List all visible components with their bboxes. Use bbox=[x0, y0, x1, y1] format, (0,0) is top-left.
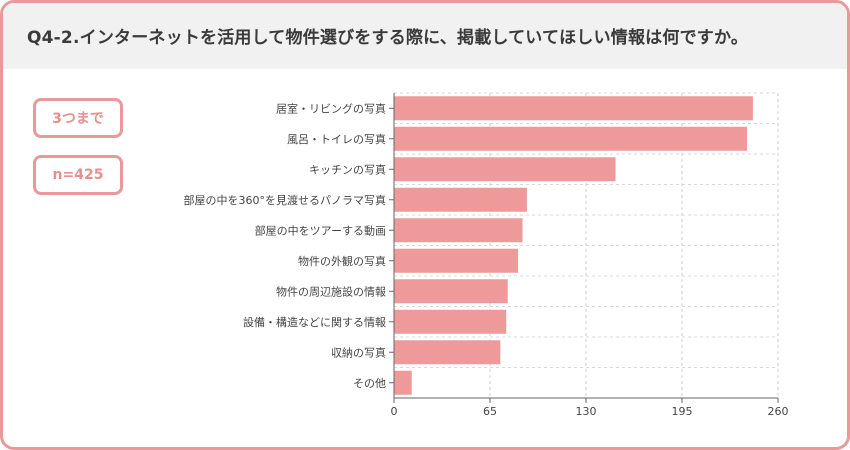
category-label: 風呂・トイレの写真 bbox=[287, 132, 386, 146]
x-tick-label: 130 bbox=[576, 405, 597, 418]
category-label: 設備・構造などに関する情報 bbox=[243, 315, 386, 329]
category-label: 物件の外観の写真 bbox=[298, 254, 386, 268]
category-label: キッチンの写真 bbox=[309, 162, 386, 176]
header-bar: Q4-2.インターネットを活用して物件選びをする際に、掲載していてほしい情報は何… bbox=[3, 3, 847, 69]
category-labels: 居室・リビングの写真風呂・トイレの写真キッチンの写真部屋の中を360°を見渡せる… bbox=[184, 101, 387, 390]
page-title: Q4-2.インターネットを活用して物件選びをする際に、掲載していてほしい情報は何… bbox=[27, 28, 749, 48]
bar bbox=[394, 218, 523, 243]
sample-size-badge: n=425 bbox=[33, 155, 123, 195]
bars bbox=[394, 96, 753, 395]
x-tick-label: 195 bbox=[672, 405, 693, 418]
category-label: 収納の写真 bbox=[331, 345, 386, 359]
bar bbox=[394, 248, 519, 273]
category-label: 部屋の中を360°を見渡せるパノラマ写真 bbox=[184, 193, 387, 207]
x-tick-label: 0 bbox=[391, 405, 398, 418]
category-label: 居室・リビングの写真 bbox=[276, 101, 386, 115]
bar bbox=[394, 340, 501, 365]
answer-limit-badge: 3つまで bbox=[33, 98, 123, 138]
x-tick-label: 260 bbox=[768, 405, 789, 418]
category-label: 部屋の中をツアーする動画 bbox=[255, 223, 386, 237]
bar bbox=[394, 279, 508, 304]
x-tick-label: 65 bbox=[483, 405, 497, 418]
bar bbox=[394, 370, 412, 395]
bar bbox=[394, 126, 747, 151]
bar bbox=[394, 187, 527, 212]
bar bbox=[394, 309, 507, 334]
category-label: その他 bbox=[353, 377, 386, 390]
axes bbox=[389, 93, 779, 403]
x-tick-labels: 0 65 130 195 260 bbox=[391, 405, 789, 418]
bar bbox=[394, 96, 753, 121]
category-label: 物件の周辺施設の情報 bbox=[276, 284, 386, 298]
bar bbox=[394, 157, 616, 182]
